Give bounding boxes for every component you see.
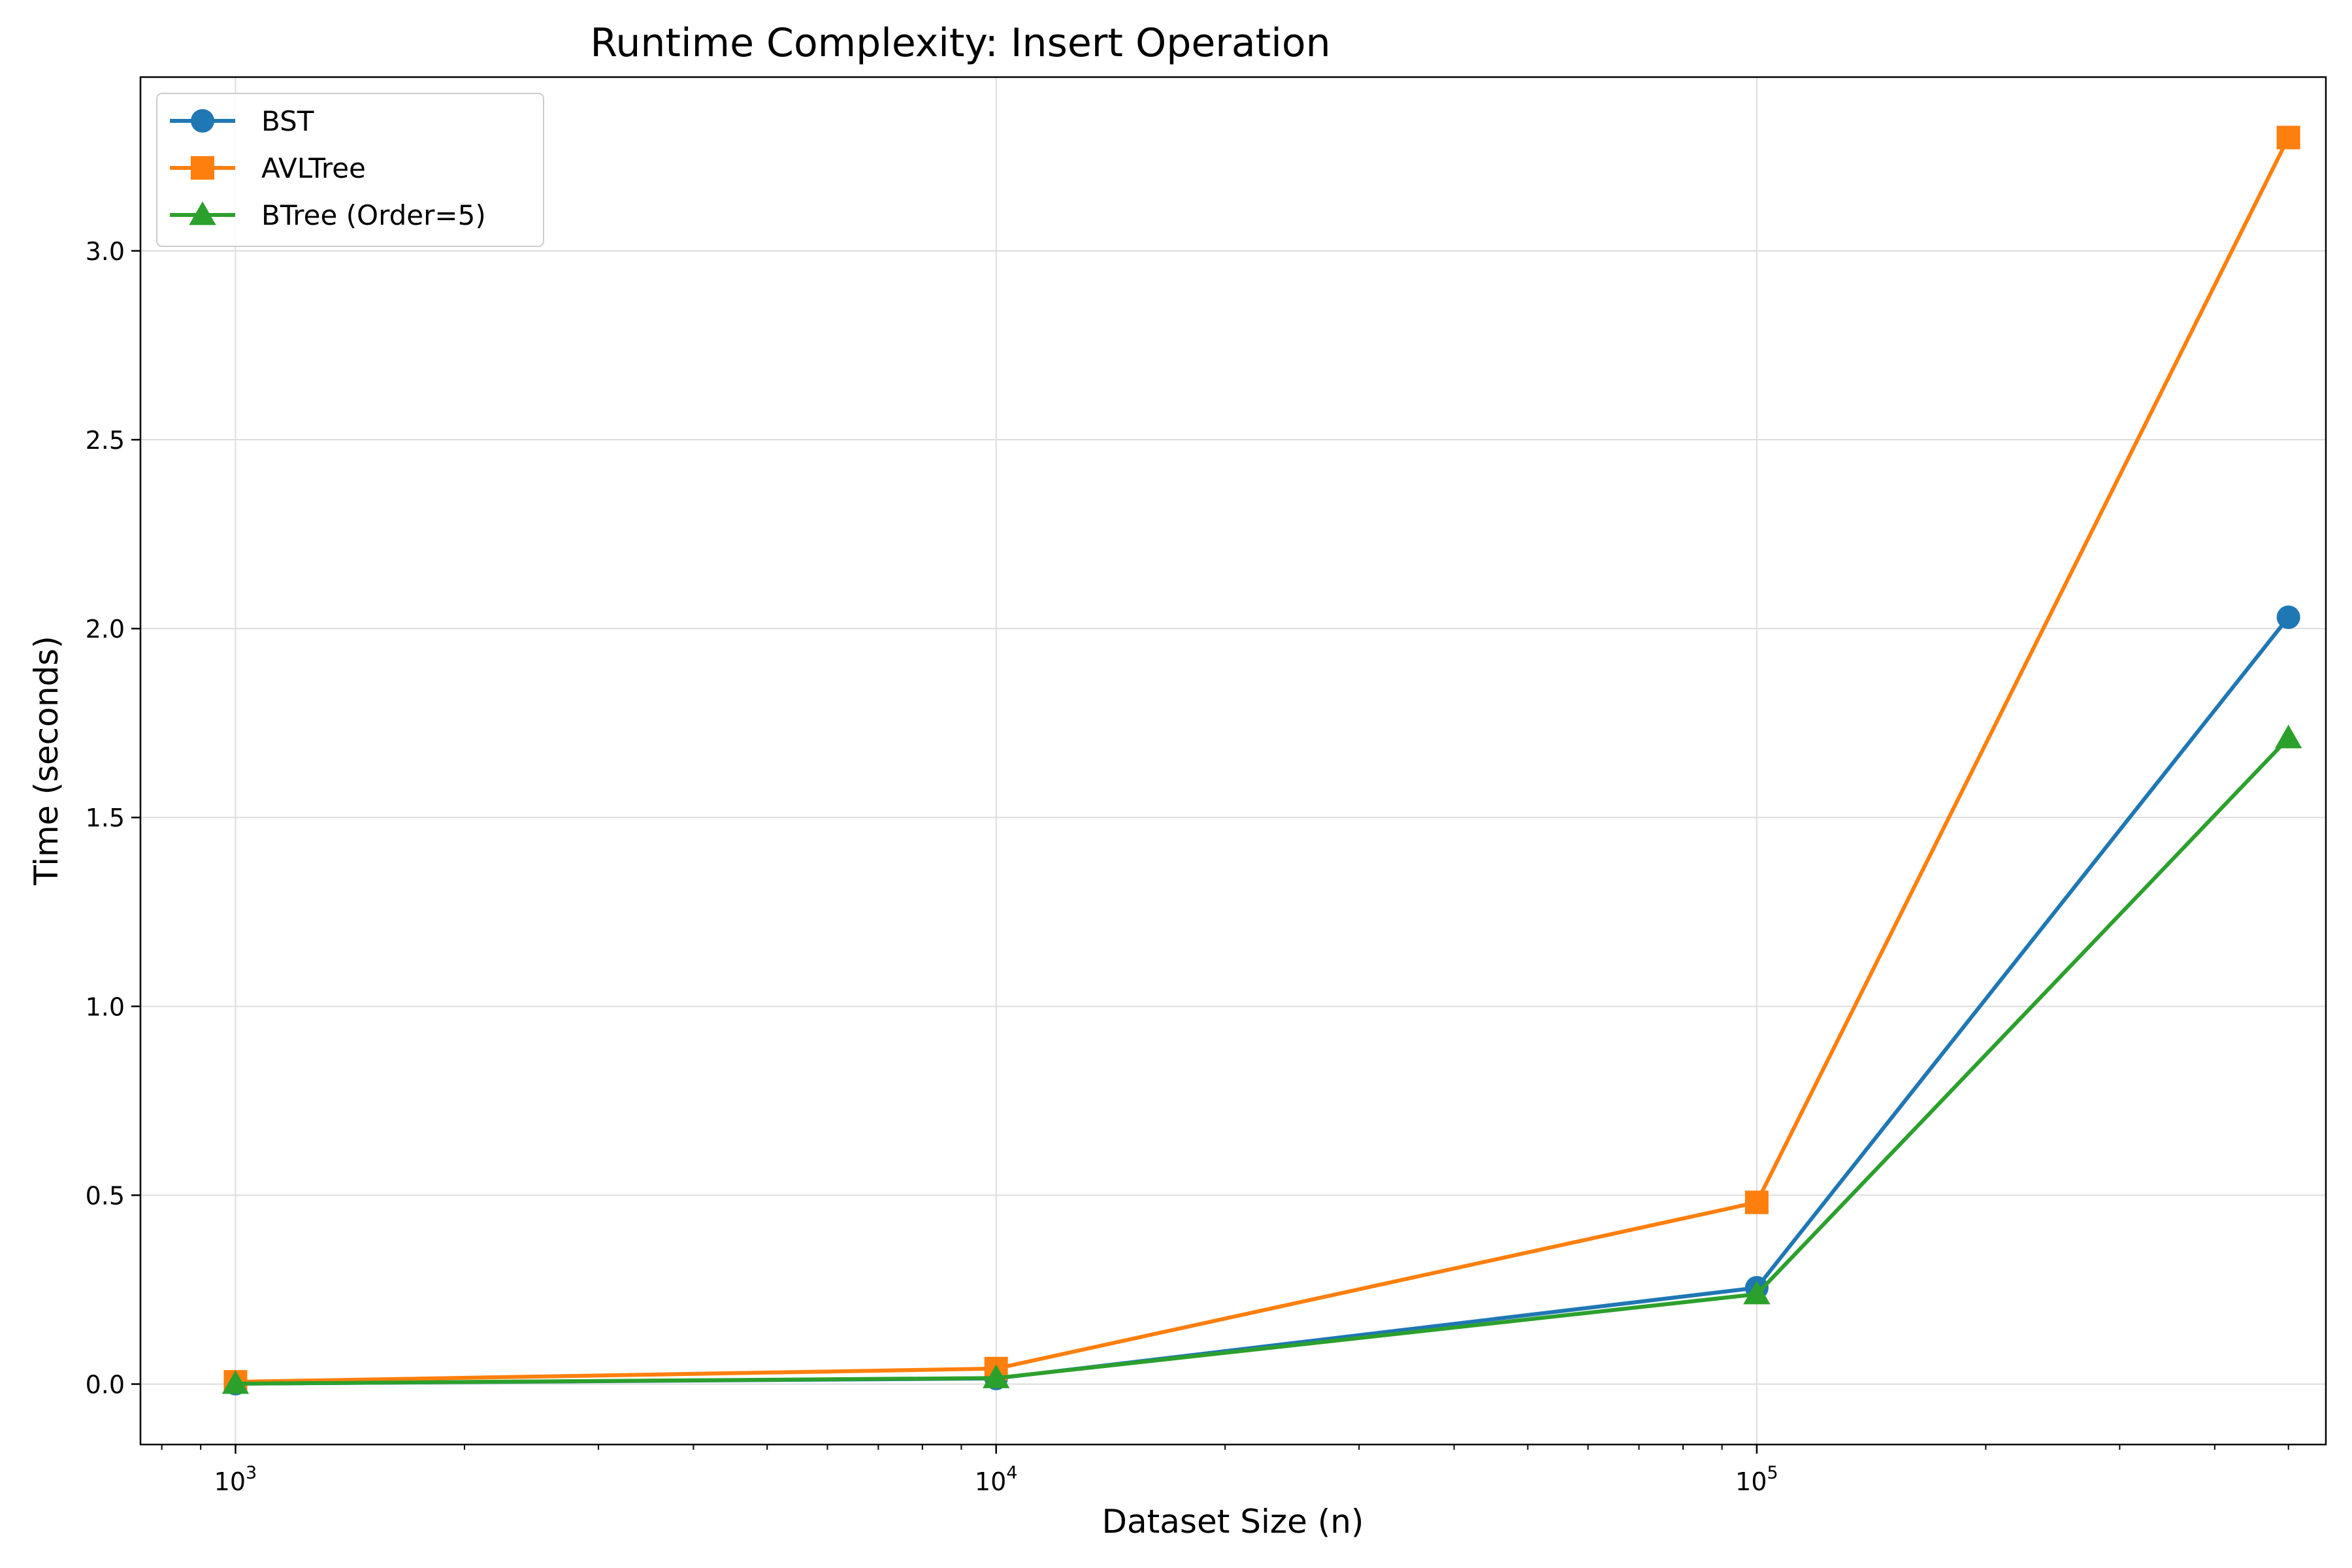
y-tick-label: 1.5 <box>86 804 125 832</box>
y-axis-label: Time (seconds) <box>27 636 65 886</box>
series-line <box>235 137 2291 1384</box>
legend: BST AVLTree BTree (Order=5) <box>156 93 544 247</box>
axis-ticks: 103 104 105 0.0 0.5 1.0 1.5 2.0 2.5 3.0 <box>86 237 2289 1496</box>
legend-label: BST <box>261 105 314 137</box>
legend-item: AVLTree <box>170 152 366 184</box>
y-tick-label: 1.0 <box>86 992 125 1021</box>
data-point <box>982 1364 1010 1388</box>
y-tick-label: 2.5 <box>86 426 125 455</box>
y-tick-label: 0.0 <box>86 1370 125 1399</box>
legend-label: AVLTree <box>261 152 366 184</box>
chart-title: Runtime Complexity: Insert Operation <box>590 20 1330 66</box>
legend-frame <box>156 93 544 247</box>
legend-marker <box>191 156 214 180</box>
data-point <box>1743 1281 1771 1305</box>
legend-item: BTree (Order=5) <box>170 199 486 231</box>
data-point <box>2276 605 2300 629</box>
data-point <box>2274 725 2302 749</box>
data-series <box>221 125 2302 1396</box>
series-btree-order-5 <box>221 725 2302 1394</box>
data-point <box>2276 125 2300 150</box>
x-tick-label: 103 <box>214 1463 257 1496</box>
data-point <box>1744 1190 1769 1215</box>
grid-lines <box>140 77 2326 1445</box>
y-tick-label: 2.0 <box>86 615 125 644</box>
x-tick-label: 104 <box>975 1463 1018 1496</box>
legend-label: BTree (Order=5) <box>261 199 486 231</box>
plot-area-frame <box>139 76 2327 1446</box>
data-point <box>221 1370 250 1394</box>
legend-marker <box>189 201 216 225</box>
series-line <box>235 736 2290 1386</box>
legend-marker <box>191 109 214 133</box>
y-tick-label: 3.0 <box>86 237 125 266</box>
x-tick-label: 105 <box>1735 1463 1778 1496</box>
legend-item: BST <box>170 105 314 137</box>
y-tick-label: 0.5 <box>86 1181 125 1210</box>
x-axis-label: Dataset Size (n) <box>1102 1503 1364 1541</box>
